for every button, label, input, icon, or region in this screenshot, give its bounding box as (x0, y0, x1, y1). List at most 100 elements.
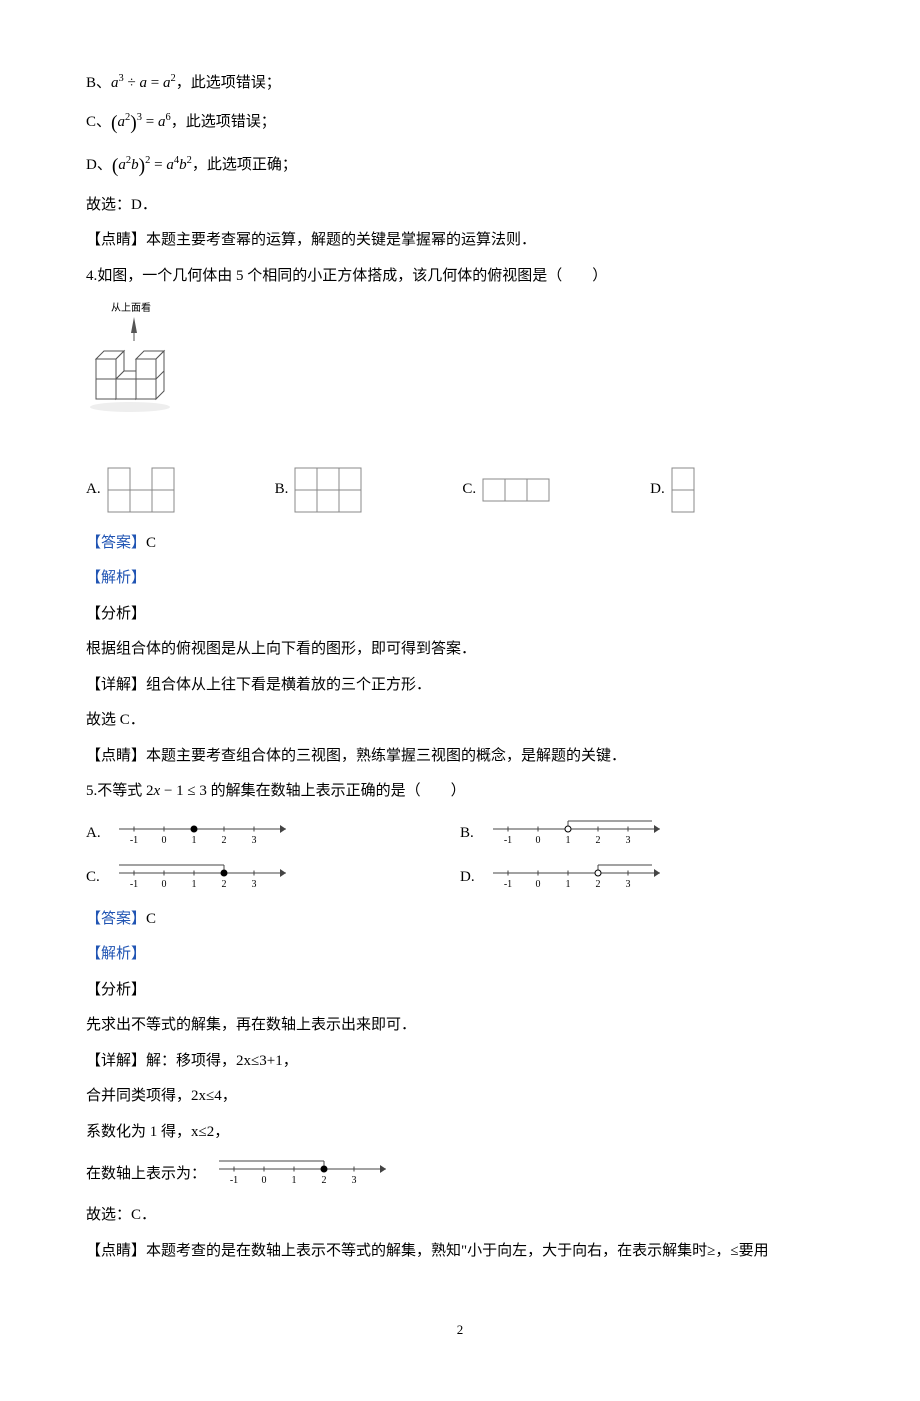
svg-text:2: 2 (222, 879, 227, 890)
answer-value: C (146, 535, 156, 551)
q5-text: 5.不等式 2x − 1 ≤ 3 的解集在数轴上表示正确的是（ ） (86, 779, 834, 805)
prefix-d: D、 (86, 153, 112, 179)
q5-therefore: 故选：C． (86, 1203, 834, 1229)
expr-d: (a2b)2 = a4b2 (112, 150, 192, 183)
nl-d-label: D. (460, 865, 482, 891)
nl-a: -1 0 1 2 3 (114, 815, 294, 853)
q4-3d-icon: 从上面看 (86, 299, 196, 439)
svg-text:2: 2 (222, 835, 227, 846)
q5-analysis: 【解析】 (86, 942, 834, 968)
hint-text: 本题主要考查幂的运算，解题的关键是掌握幂的运算法则． (146, 232, 536, 248)
answer-value: C (146, 911, 156, 927)
opt-c-grid (482, 478, 550, 502)
suffix-b: ，此选项错误； (176, 71, 281, 97)
expr-c: (a2)3 = a6 (111, 107, 171, 140)
hint-label: 【点睛】 (86, 1243, 146, 1259)
page-number: 2 (86, 1319, 834, 1341)
svg-text:1: 1 (192, 835, 197, 846)
q5-suffix: 的解集在数轴上表示正确的是（ ） (211, 783, 466, 799)
math-line-b: B、 a3 ÷ a = a2 ，此选项错误； (86, 70, 834, 97)
q4-answer: 【答案】C (86, 531, 834, 557)
svg-text:2: 2 (322, 1175, 327, 1186)
svg-text:3: 3 (352, 1175, 357, 1186)
math-line-c: C、 (a2)3 = a6 ，此选项错误； (86, 107, 834, 140)
detail-label: 【详解】 (86, 1053, 146, 1069)
q4-therefore: 故选 C． (86, 708, 834, 734)
svg-text:-1: -1 (504, 835, 512, 846)
answer-label: 【答案】 (86, 911, 146, 927)
q4-hint: 【点睛】本题主要考查组合体的三视图，熟练掌握三视图的概念，是解题的关键． (86, 744, 834, 770)
suffix-d: ，此选项正确； (192, 153, 297, 179)
detail-label: 【详解】 (86, 677, 146, 693)
q5-hint: 【点睛】本题考查的是在数轴上表示不等式的解集，熟知"小于向左，大于向右，在表示解… (86, 1239, 834, 1265)
hint-label: 【点睛】 (86, 232, 146, 248)
detail-text: 组合体从上往下看是横着放的三个正方形． (146, 677, 431, 693)
svg-text:3: 3 (626, 835, 631, 846)
q4-text: 4.如图，一个几何体由 5 个相同的小正方体搭成，该几何体的俯视图是（ ） (86, 264, 834, 290)
q4-breakdown: 根据组合体的俯视图是从上向下看的图形，即可得到答案． (86, 637, 834, 663)
nl-c-label: C. (86, 865, 108, 891)
hint-text: 本题考查的是在数轴上表示不等式的解集，熟知"小于向左，大于向右，在表示解集时≥，… (146, 1243, 769, 1259)
svg-text:0: 0 (536, 835, 541, 846)
q5-breakdown: 先求出不等式的解集，再在数轴上表示出来即可． (86, 1013, 834, 1039)
q5-detail-label: 【详解】解：移项得，2x≤3+1， (86, 1049, 834, 1075)
svg-text:-1: -1 (130, 879, 138, 890)
svg-text:3: 3 (252, 835, 257, 846)
nl-inline: -1 0 1 2 3 (214, 1155, 394, 1193)
svg-text:1: 1 (192, 879, 197, 890)
nl-b-label: B. (460, 821, 482, 847)
q4-breakdown-label: 【分析】 (86, 602, 834, 628)
therefore-1: 故选：D． (86, 193, 834, 219)
hint-1: 【点睛】本题主要考查幂的运算，解题的关键是掌握幂的运算法则． (86, 228, 834, 254)
svg-text:-1: -1 (504, 879, 512, 890)
q5-numlines-row2: C. -1 0 1 2 3 D. -1 0 1 2 3 (86, 859, 834, 897)
suffix-c: ，此选项错误； (171, 110, 276, 136)
hint-text: 本题主要考查组合体的三视图，熟练掌握三视图的概念，是解题的关键． (146, 748, 626, 764)
q5-step4: 在数轴上表示为： -1 0 1 2 3 (86, 1155, 834, 1193)
q5-breakdown-label: 【分析】 (86, 978, 834, 1004)
q4-analysis: 【解析】 (86, 566, 834, 592)
svg-text:0: 0 (262, 1175, 267, 1186)
prefix-c: C、 (86, 110, 111, 136)
q4-detail: 【详解】组合体从上往下看是横着放的三个正方形． (86, 673, 834, 699)
svg-text:1: 1 (566, 835, 571, 846)
svg-text:0: 0 (536, 879, 541, 890)
svg-text:-1: -1 (230, 1175, 238, 1186)
svg-text:2: 2 (596, 835, 601, 846)
svg-text:-1: -1 (130, 835, 138, 846)
opt-b-grid (294, 467, 362, 513)
q5-step3: 系数化为 1 得，x≤2， (86, 1120, 834, 1146)
nl-b: -1 0 1 2 3 (488, 815, 668, 853)
svg-text:2: 2 (596, 879, 601, 890)
nl-c: -1 0 1 2 3 (114, 859, 294, 897)
view-label: 从上面看 (111, 301, 151, 314)
opt-a-grid (107, 467, 175, 513)
nl-d: -1 0 1 2 3 (488, 859, 668, 897)
q5-prefix: 5.不等式 (86, 783, 142, 799)
svg-text:3: 3 (252, 879, 257, 890)
svg-text:1: 1 (292, 1175, 297, 1186)
q5-answer: 【答案】C (86, 907, 834, 933)
opt-c-label: C. (462, 477, 476, 503)
opt-b-label: B. (275, 477, 289, 503)
q5-numlines-row1: A. -1 0 1 2 3 B. -1 0 1 2 3 (86, 815, 834, 853)
step4-prefix: 在数轴上表示为： (86, 1162, 206, 1188)
arrow-down-icon (131, 317, 137, 333)
svg-text:1: 1 (566, 879, 571, 890)
hint-label: 【点睛】 (86, 748, 146, 764)
q5-step2: 合并同类项得，2x≤4， (86, 1084, 834, 1110)
q4-figure: 从上面看 (86, 299, 834, 449)
step1: 解：移项得，2x≤3+1， (146, 1053, 298, 1069)
opt-d-grid (671, 467, 695, 513)
expr-b: a3 ÷ a = a2 (111, 70, 176, 97)
opt-a-label: A. (86, 477, 101, 503)
svg-text:0: 0 (162, 835, 167, 846)
svg-text:0: 0 (162, 879, 167, 890)
q5-math: 2x − 1 ≤ 3 (146, 783, 211, 799)
q4-options: A. B. C. D. (86, 467, 834, 513)
math-line-d: D、 (a2b)2 = a4b2 ，此选项正确； (86, 150, 834, 183)
nl-a-label: A. (86, 821, 108, 847)
svg-text:3: 3 (626, 879, 631, 890)
answer-label: 【答案】 (86, 535, 146, 551)
prefix-b: B、 (86, 71, 111, 97)
